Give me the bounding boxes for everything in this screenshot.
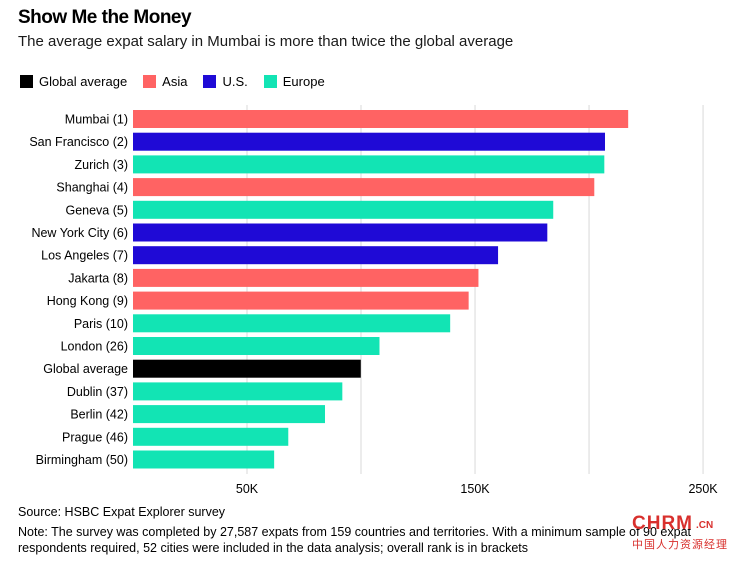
- bar-6: [133, 246, 499, 265]
- legend-swatch-europe: [263, 75, 277, 88]
- category-label-11: Global average: [43, 362, 128, 376]
- x-tick-label-1: 150K: [460, 482, 490, 496]
- bar-4: [133, 200, 554, 219]
- bar-chart: Mumbai (1) San Francisco (2) Zurich (3) Sha…: [29, 105, 718, 496]
- bar-0: [133, 110, 629, 128]
- bar-13: [133, 405, 325, 424]
- chart-subtitle: The average expat salary in Mumbai is mo…: [18, 33, 514, 50]
- bar-11: [133, 359, 361, 378]
- category-label-4: Geneva (5): [65, 203, 128, 217]
- legend-label-global: Global average: [39, 74, 128, 89]
- category-label-5: New York City (6): [31, 226, 128, 240]
- category-label-7: Jakarta (8): [68, 271, 128, 285]
- bar-8: [133, 291, 469, 310]
- category-label-6: Los Angeles (7): [41, 249, 128, 263]
- legend-item-europe: Europe: [263, 74, 325, 89]
- category-label-15: Birmingham (50): [36, 453, 128, 467]
- bar-3: [133, 178, 595, 197]
- bar-15: [133, 450, 275, 469]
- category-label-8: Hong Kong (9): [47, 294, 128, 308]
- legend-swatch-asia: [143, 75, 157, 88]
- source-text: Source: HSBC Expat Explorer survey: [18, 505, 226, 519]
- chart-title: Show Me the Money: [18, 7, 192, 28]
- bar-9: [133, 314, 451, 333]
- legend-item-asia: Asia: [143, 74, 187, 89]
- bar-10: [133, 337, 380, 355]
- note-text: Note: The survey was completed by 27,587…: [18, 525, 692, 555]
- category-label-2: Zurich (3): [75, 158, 128, 172]
- category-label-14: Prague (46): [62, 430, 128, 444]
- watermark-suffix: .CN: [696, 520, 714, 531]
- category-label-13: Berlin (42): [70, 408, 128, 422]
- legend-label-us: U.S.: [222, 74, 248, 89]
- legend-label-europe: Europe: [282, 74, 325, 89]
- watermark-logo: CHRM: [632, 513, 693, 534]
- category-label-9: Paris (10): [74, 317, 128, 331]
- category-label-12: Dublin (37): [67, 385, 128, 399]
- bar-1: [133, 132, 605, 151]
- legend: Global average Asia U.S. Europe: [20, 74, 341, 89]
- x-tick-label-2: 250K: [688, 482, 718, 496]
- legend-item-global: Global average: [20, 74, 127, 89]
- watermark-subtitle: 中国人力资源经理: [632, 539, 728, 551]
- legend-label-asia: Asia: [162, 74, 188, 89]
- bar-7: [133, 268, 479, 287]
- bar-5: [133, 223, 548, 242]
- legend-item-us: U.S.: [203, 74, 248, 89]
- legend-swatch-global: [20, 75, 33, 88]
- bar-2: [133, 155, 605, 174]
- category-label-1: San Francisco (2): [29, 135, 128, 149]
- legend-swatch-us: [203, 75, 217, 88]
- bar-14: [133, 427, 289, 446]
- bar-12: [133, 382, 343, 401]
- x-tick-label-0: 50K: [236, 482, 259, 496]
- category-label-3: Shanghai (4): [56, 181, 128, 195]
- category-label-0: Mumbai (1): [65, 113, 128, 127]
- category-label-10: London (26): [61, 340, 128, 354]
